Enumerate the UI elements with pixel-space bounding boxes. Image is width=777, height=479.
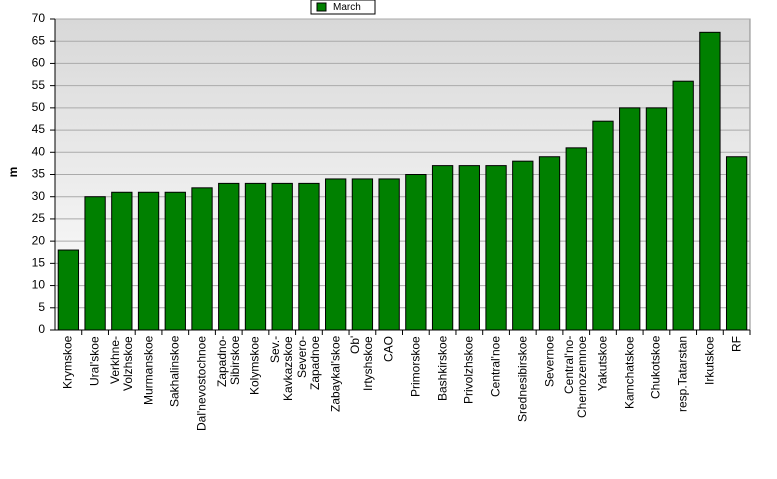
x-tick-label: Ural'skoe (87, 336, 102, 386)
bar (512, 160, 534, 331)
bar (378, 178, 400, 331)
x-tick-label: resp.Tatarstan (675, 336, 690, 413)
y-axis-label: m (6, 167, 20, 178)
bar (298, 182, 320, 331)
bar (725, 156, 748, 331)
x-tick-label: Murmanskoe (141, 336, 156, 406)
bar (619, 107, 641, 331)
x-tick-label: Central'noe (488, 336, 503, 397)
bar (485, 165, 507, 331)
y-tick-label: 55 (32, 78, 46, 92)
y-tick-label: 65 (32, 33, 46, 47)
y-tick-label: 10 (32, 278, 46, 292)
bar (458, 165, 480, 331)
bar (645, 107, 668, 331)
x-tick-label: Bashkirskoe (435, 336, 450, 402)
bar (431, 165, 454, 331)
bar (699, 31, 721, 331)
bar (111, 191, 133, 331)
bar (592, 120, 614, 331)
x-tick-label: Zapadno- Sibirskoe (214, 336, 242, 388)
bar (672, 80, 694, 331)
x-tick-label: Severo- Zapadnoe (294, 336, 322, 391)
bar (244, 182, 267, 331)
x-tick-label: Irkutskoe (702, 336, 717, 385)
bar (405, 174, 427, 331)
bar (137, 191, 160, 331)
x-tick-label: Srednesibirskoe (515, 336, 530, 423)
y-tick-label: 40 (32, 144, 46, 158)
x-tick-label: Kamchatskoe (622, 336, 637, 409)
bar (218, 182, 240, 331)
y-tick-label: 15 (32, 256, 46, 270)
x-tick-label: RF (729, 336, 744, 352)
y-tick-label: 25 (32, 211, 46, 225)
y-tick-label: 50 (32, 100, 46, 114)
y-tick-label: 30 (32, 189, 46, 203)
bar (271, 182, 293, 331)
y-tick-label: 5 (38, 300, 45, 314)
x-tick-label: Krymskoe (60, 336, 75, 390)
legend-box (310, 0, 376, 15)
x-tick-label: Yakutskoe (595, 336, 610, 392)
x-tick-label: Sev.- Kavkazskoe (268, 336, 296, 401)
x-tick-label: Primorskoe (408, 336, 423, 397)
x-tick-label: Chukotskoe (648, 336, 663, 400)
bar (191, 187, 213, 331)
x-tick-label: Sakhalinskoe (167, 336, 182, 408)
x-tick-label: Kolymskoe (247, 336, 262, 395)
y-tick-label: 70 (32, 11, 46, 25)
legend-label: March (333, 2, 361, 13)
bar (84, 196, 106, 331)
y-tick-label: 60 (32, 56, 46, 70)
bar (565, 147, 587, 331)
x-tick-label: Zabaykal'skoe (328, 336, 343, 413)
x-tick-label: Central'no- Chernozemnoe (562, 336, 590, 419)
bar (164, 191, 186, 331)
x-tick-label: Dal'nevostochnoe (194, 336, 209, 432)
x-tick-label: Verkhne- Volzhskoe (107, 336, 135, 391)
bar (538, 156, 561, 331)
y-tick-label: 35 (32, 167, 46, 181)
bar (57, 249, 80, 331)
legend-swatch (316, 2, 327, 12)
bar (325, 178, 347, 331)
x-tick-label: Severnoe (542, 336, 557, 388)
x-tick-label: Ob' Irtyshskoe (348, 336, 376, 391)
bar (351, 178, 374, 331)
x-tick-label: Privolzhskoe (461, 336, 476, 405)
y-tick-label: 45 (32, 122, 46, 136)
x-tick-label: CAO (381, 336, 396, 363)
y-tick-label: 20 (32, 233, 46, 247)
y-tick-label: 0 (38, 322, 45, 336)
